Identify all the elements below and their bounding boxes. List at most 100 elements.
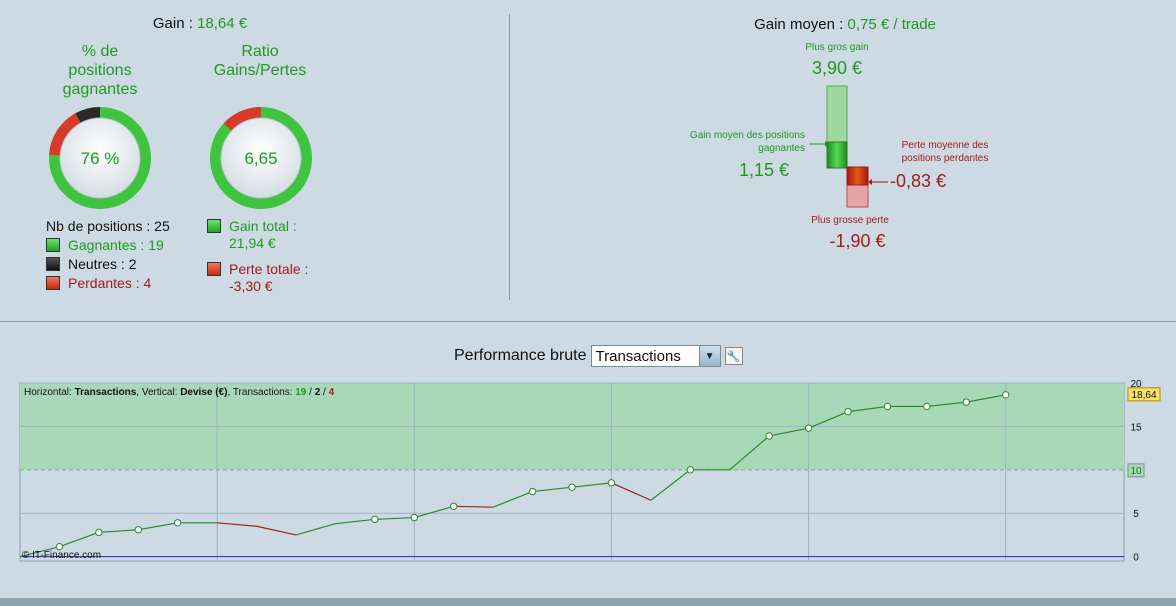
line-segment [571, 482, 612, 488]
perte-moyenne-label: Perte moyenne des positions perdantes [880, 139, 1010, 165]
data-point [528, 487, 537, 496]
data-point [134, 526, 142, 534]
average-gain-summary: Gain moyen : 0,75 € / trade [650, 16, 1040, 33]
y-axis-labels: 0 5 15 20 [1130, 379, 1142, 562]
statistics-panel: Gain : 18,64 € % de positions gagnantes … [40, 14, 1040, 300]
gain-moyen-pos-line1: Gain moyen des positions [689, 130, 805, 141]
plus-gros-gain-label: Plus gros gain [805, 42, 869, 53]
gain-moyen-positions-value: 1,15 € [738, 160, 790, 180]
chart-info: Horizontal: Transactions, Vertical: Devi… [24, 387, 335, 398]
data-point [450, 502, 458, 510]
select-value: Transactions [595, 347, 681, 365]
settings-button[interactable]: 🔧 [724, 347, 743, 365]
perte-moyenne-line1: Perte moyenne des [901, 140, 989, 151]
gain-value: 18,64 € [197, 15, 248, 32]
line-segment [217, 522, 257, 527]
plus-grosse-perte-label: Plus grosse perte [811, 215, 889, 226]
data-point [95, 528, 103, 537]
plus-grosse-perte-value: -1,90 € [829, 231, 886, 251]
data-point [607, 479, 616, 487]
last-value-badge: 18,64 [1127, 387, 1161, 402]
ratio-title-line1: Ratio [241, 43, 279, 60]
nb-positions: Nb de positions : 25 [46, 217, 170, 234]
data-point [410, 513, 418, 522]
data-point [686, 466, 694, 474]
line-segment [611, 482, 652, 501]
average-bars [809, 85, 888, 208]
horizontal-axis-select[interactable]: Transactions ▼ [590, 345, 721, 367]
gain-moyen-value: 0,75 € / trade [847, 16, 936, 33]
dark-swatch [46, 256, 60, 271]
line-segment [19, 546, 60, 558]
line-segment [295, 523, 336, 536]
line-segment [374, 516, 415, 520]
chart-header: Performance brute Transactions ▼ 🔧 [454, 345, 743, 367]
y-tick-label: 0 [1133, 553, 1139, 562]
ratio-title: Ratio Gains/Pertes [200, 42, 320, 80]
chevron-down-icon[interactable]: ▼ [698, 346, 720, 366]
totals-legend: Gain total : 21,94 € Perte totale : -3,3… [207, 216, 308, 294]
line-segment [59, 531, 100, 548]
line-segment [926, 401, 967, 408]
data-point [923, 402, 931, 411]
ratio-donut [210, 107, 312, 209]
legend-winning: Gagnantes : 19 [46, 235, 170, 254]
avg-gain-bar [826, 141, 848, 169]
horizontal-divider [0, 321, 1176, 322]
avg-loss-arrow-head [868, 179, 872, 185]
data-point [962, 398, 970, 406]
avg-loss-bar [846, 166, 869, 186]
perte-moyenne-line2: positions perdantes [901, 153, 989, 164]
ratio-value: 6,65 [244, 149, 278, 168]
red-swatch [46, 275, 60, 290]
gain-label: Gain : [152, 15, 193, 32]
line-segment [808, 411, 849, 429]
line-segment [966, 394, 1006, 403]
data-point [1002, 391, 1010, 399]
gain-moyen-pos-line2: gagnantes [758, 143, 805, 154]
vertical-divider [509, 14, 510, 300]
win-rate-donut [49, 107, 151, 209]
gain-total-value: 21,94 € [229, 235, 276, 251]
line-segment [532, 486, 573, 493]
gain-moyen-positions-label: Gain moyen des positions gagnantes [650, 129, 805, 155]
line-segment [138, 522, 178, 531]
line-segment [729, 435, 770, 471]
legend-gain-total: Gain total : [207, 216, 308, 235]
win-rate-title: % de positions gagnantes [40, 42, 160, 99]
data-point [371, 515, 379, 524]
win-title-line3: gagnantes [62, 81, 138, 98]
y-tick-label: 20 [1130, 379, 1142, 390]
data-point [174, 519, 182, 527]
data-point [765, 432, 773, 440]
line-segment [335, 518, 375, 525]
line-segment [453, 505, 494, 508]
data-point [55, 542, 64, 551]
data-point [804, 424, 813, 432]
gain-total-label: Gain total : [229, 217, 297, 234]
winning-count: Gagnantes : 19 [68, 236, 164, 253]
y-tick-label: 15 [1130, 422, 1142, 433]
legend-losing: Perdantes : 4 [46, 273, 170, 292]
svg-text:18,64: 18,64 [1131, 390, 1156, 401]
copyright: © IT-Finance.com [22, 550, 101, 561]
line-segment [414, 505, 454, 519]
status-bar [0, 598, 1176, 606]
performance-label: Performance brute [454, 347, 587, 364]
svg-text:10: 10 [1130, 466, 1142, 477]
line-segment [847, 405, 888, 413]
neutral-count: Neutres : 2 [68, 255, 137, 272]
win-title-line1: % de [81, 43, 119, 60]
plus-gros-gain-value: 3,90 € [811, 58, 863, 78]
perte-totale-value: -3,30 € [229, 278, 273, 294]
green-swatch [207, 218, 221, 233]
y-tick-label: 5 [1133, 509, 1139, 520]
legend-perte-totale: Perte totale : [207, 259, 308, 278]
line-segment [98, 529, 139, 533]
losing-count: Perdantes : 4 [68, 274, 152, 291]
gain-moyen-label: Gain moyen : [754, 16, 844, 33]
perte-moyenne-value: -0,83 € [890, 171, 947, 191]
win-rate-value: 76 % [80, 149, 120, 168]
ratio-title-line2: Gains/Pertes [213, 62, 307, 79]
